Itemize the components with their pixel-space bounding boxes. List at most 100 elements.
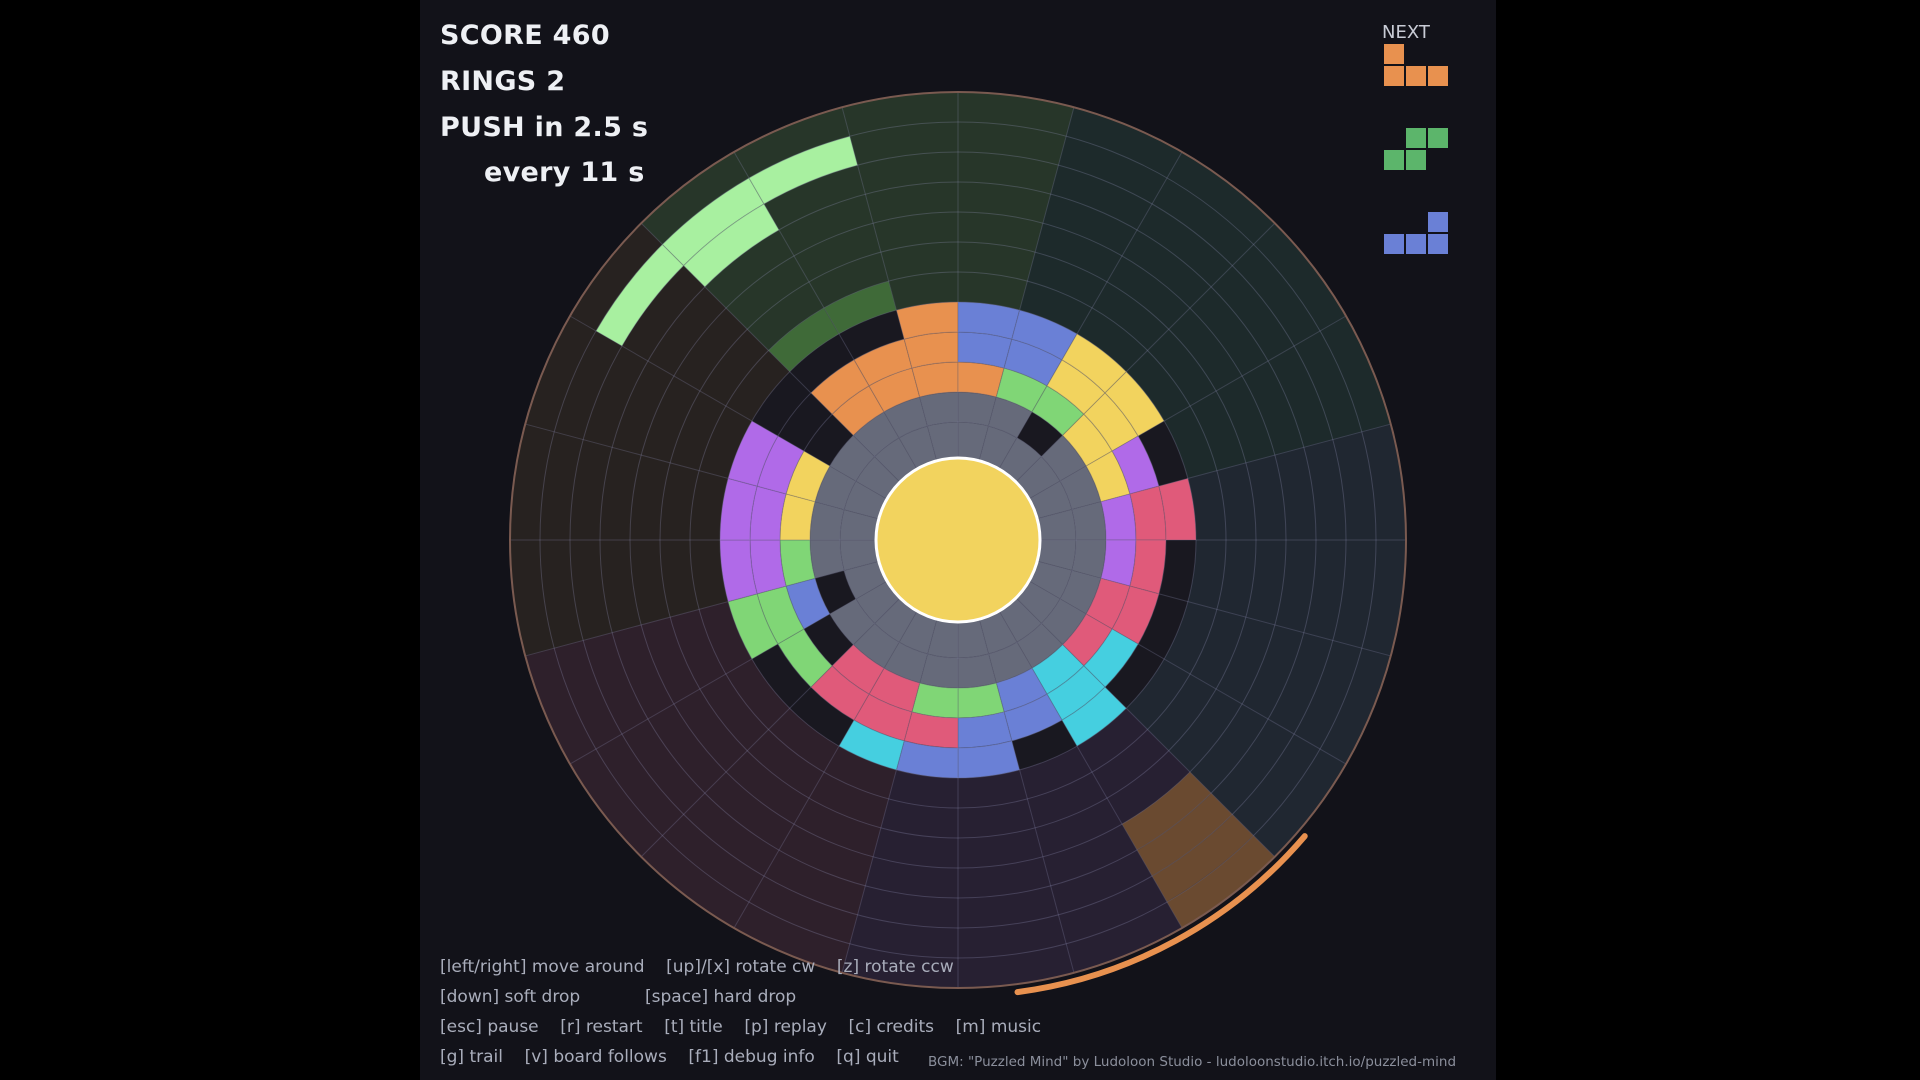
- grid-spoke: [569, 580, 888, 765]
- grid-ring: [539, 121, 1377, 959]
- next-piece-green-s-cell: [1384, 150, 1404, 170]
- sector-tint: [1187, 424, 1406, 540]
- next-piece-green-s-cell: [1428, 128, 1448, 148]
- rings-readout: RINGS 2: [440, 66, 566, 97]
- grid-spoke: [841, 619, 938, 973]
- next-piece-orange-l-cell: [1428, 66, 1448, 86]
- score-readout: SCORE 460: [440, 20, 610, 51]
- next-piece-orange-l-cell: [1384, 66, 1404, 86]
- grid-ring: [689, 271, 1227, 809]
- next-label: NEXT: [1382, 22, 1430, 43]
- grid-spoke: [978, 107, 1075, 461]
- board-cell-purple: [756, 435, 805, 495]
- grid-spoke: [841, 107, 938, 461]
- sector-tint: [1019, 746, 1182, 973]
- grid-ring: [839, 421, 1077, 659]
- sector-tint: [510, 540, 729, 656]
- board-cell-yellow: [1104, 371, 1165, 437]
- grid-spoke: [1015, 597, 1276, 858]
- push-interval-readout: every 11 s: [484, 157, 645, 188]
- board-cell-ghost: [823, 280, 898, 335]
- next-piece-orange-l-cell: [1406, 66, 1426, 86]
- sector-tint: [570, 223, 790, 421]
- trail-arc: [1014, 833, 1308, 996]
- controls-help-line-2: [down] soft drop [space] hard drop: [440, 987, 797, 1007]
- board-cell-yellow: [779, 493, 816, 541]
- sector-tint: [1126, 223, 1346, 421]
- sector-tint: [641, 152, 839, 372]
- sector-tint: [1126, 659, 1346, 857]
- grid-spoke: [998, 610, 1183, 929]
- grid-ring: [749, 331, 1167, 749]
- grid-spoke: [733, 610, 918, 929]
- sector-tint: [510, 424, 729, 540]
- grid-spoke: [978, 619, 1075, 973]
- grid-spoke: [525, 560, 879, 657]
- grid-spoke: [640, 222, 901, 483]
- circular-board[interactable]: [420, 0, 1496, 1080]
- board-cell-orange: [810, 359, 870, 415]
- sector-tint: [958, 769, 1074, 988]
- grid-spoke: [1028, 315, 1347, 500]
- board-cell-active: [748, 135, 859, 205]
- grid-ring: [629, 211, 1287, 869]
- board-cell-yellow: [785, 450, 831, 503]
- board-cell-cyan: [1031, 643, 1085, 695]
- board-cell-orange: [957, 361, 1005, 398]
- sector-tint: [842, 769, 958, 988]
- sector-tint: [958, 92, 1074, 311]
- next-piece-green-s-cell: [1406, 128, 1426, 148]
- core-circle: [874, 456, 1042, 624]
- bgm-credit: BGM: "Puzzled Mind" by Ludoloon Studio -…: [928, 1054, 1457, 1070]
- grid-ring: [719, 301, 1197, 779]
- board-cell-green: [1031, 385, 1085, 437]
- sector-tint: [525, 316, 752, 479]
- board-cell-cyan: [838, 719, 905, 771]
- next-pieces-preview: [1384, 44, 1448, 254]
- grid-spoke: [998, 151, 1183, 470]
- next-piece-blue-l-cell: [1428, 212, 1448, 232]
- controls-help-line-1: [left/right] move around [up]/[x] rotate…: [440, 957, 954, 977]
- grid-spoke: [733, 151, 918, 470]
- grid-spoke: [569, 315, 888, 500]
- game-viewport[interactable]: SCORE 460 RINGS 2 PUSH in 2.5 s every 11…: [420, 0, 1496, 1080]
- grid-ring: [809, 391, 1107, 689]
- grid-spoke: [1037, 423, 1391, 520]
- board-cell-pink: [1158, 477, 1197, 541]
- next-piece-green-s-cell: [1406, 150, 1426, 170]
- sector-tint: [570, 659, 790, 857]
- sector-tint: [641, 708, 839, 928]
- controls-help-line-4: [g] trail [v] board follows [f1] debug i…: [440, 1047, 899, 1067]
- board-cell-pink: [831, 643, 885, 695]
- sector-tint: [525, 601, 752, 764]
- grid-ring: [779, 361, 1137, 719]
- board-cell-yellow: [1061, 413, 1113, 467]
- sector-tint: [734, 746, 897, 973]
- grid-ring: [659, 241, 1257, 839]
- next-piece-blue-l-cell: [1384, 234, 1404, 254]
- board-boundary: [509, 91, 1407, 989]
- grid-spoke: [1037, 560, 1391, 657]
- sector-tint: [1187, 540, 1406, 656]
- next-piece-blue-l-cell: [1428, 234, 1448, 254]
- sector-tint: [1077, 152, 1275, 372]
- board-cell-purple: [727, 420, 779, 487]
- board-cell-active: [682, 203, 780, 288]
- board-cell-gray: [919, 391, 959, 427]
- board-cell-ghost_orange: [1121, 771, 1212, 851]
- grid-ring: [599, 181, 1317, 899]
- board-cell-gray: [829, 598, 876, 646]
- sector-tint: [1164, 316, 1391, 479]
- sector-tint: [842, 92, 958, 311]
- grid-spoke: [525, 423, 879, 520]
- grid-ring: [569, 151, 1347, 929]
- controls-help-line-3: [esc] pause [r] restart [t] title [p] re…: [440, 1017, 1042, 1037]
- grid-spoke: [1028, 580, 1347, 765]
- grid-spoke: [1015, 222, 1276, 483]
- next-piece-blue-l-cell: [1406, 234, 1426, 254]
- sector-tint: [1164, 601, 1391, 764]
- grid-spoke: [640, 597, 901, 858]
- sector-tint: [1019, 107, 1182, 334]
- next-piece-orange-l-cell: [1384, 44, 1404, 64]
- push-timer-readout: PUSH in 2.5 s: [440, 112, 649, 143]
